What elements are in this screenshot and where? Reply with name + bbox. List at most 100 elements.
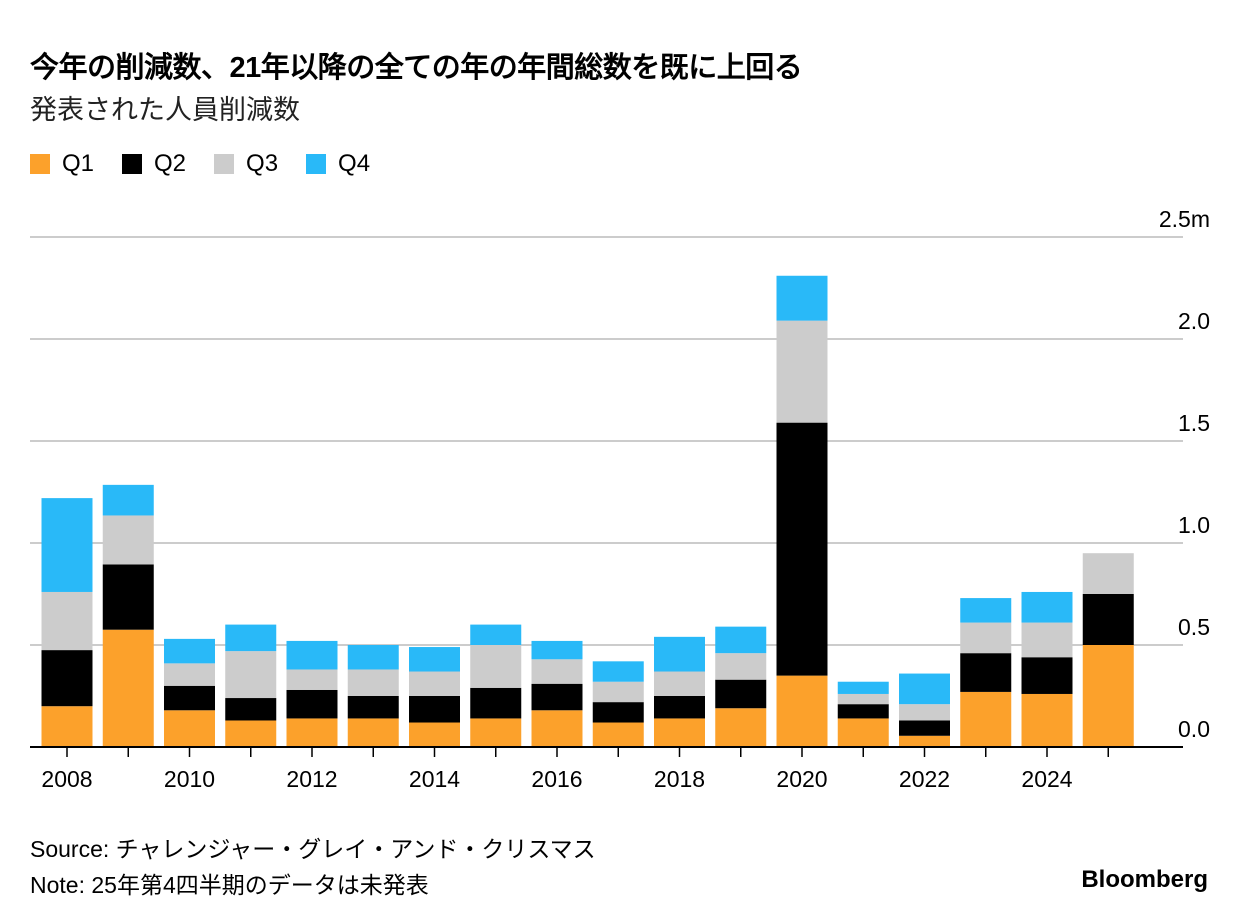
bar-2009-q2 — [102, 564, 154, 630]
bar-2011-q4 — [225, 624, 277, 652]
x-tick-label: 2020 — [776, 766, 827, 792]
legend-label: Q2 — [154, 150, 187, 177]
bar-2024-q1 — [1021, 693, 1073, 747]
legend-label: Q3 — [246, 150, 279, 177]
bar-2020-q3 — [776, 320, 828, 423]
bar-2011-q1 — [225, 720, 277, 747]
x-tick-label: 2008 — [41, 766, 92, 792]
y-tick-label: 2.0 — [1178, 308, 1210, 334]
y-tick-label: 1.0 — [1178, 512, 1210, 538]
bar-2023-q2 — [960, 653, 1012, 692]
x-tick-label: 2010 — [164, 766, 215, 792]
bar-2025-q3 — [1082, 553, 1134, 594]
y-tick-label: 0.0 — [1178, 716, 1210, 742]
bar-2017-q4 — [592, 661, 644, 682]
legend-item-q2: Q2 — [122, 150, 186, 178]
bar-2014-q2 — [409, 696, 460, 723]
legend-item-q1: Q1 — [30, 150, 94, 178]
chart-title: 今年の削減数、21年以降の全ての年の年間総数を既に上回る — [30, 52, 803, 84]
legend-swatch — [214, 154, 235, 174]
bar-2009-q4 — [102, 484, 154, 516]
bar-2018-q1 — [654, 718, 705, 747]
bar-2016-q3 — [531, 659, 583, 684]
bar-2013-q2 — [347, 696, 399, 719]
y-tick-label: 1.5 — [1178, 410, 1210, 436]
bar-2008-q2 — [41, 650, 93, 707]
bar-2019-q1 — [715, 708, 767, 747]
legend-swatch — [122, 154, 143, 174]
bar-2021-q3 — [837, 693, 889, 705]
bar-2016-q1 — [531, 710, 583, 747]
bar-2012-q3 — [286, 669, 338, 690]
bar-2018-q2 — [654, 696, 705, 719]
bar-2022-q4 — [899, 673, 950, 705]
bar-2017-q3 — [592, 681, 644, 703]
source-text: Source: チャレンジャー・グレイ・アンド・クリスマス — [30, 836, 596, 862]
bar-2013-q3 — [347, 669, 399, 696]
bar-2013-q4 — [347, 645, 399, 670]
bloomberg-logo: Bloomberg — [1081, 866, 1208, 893]
bar-2013-q1 — [347, 718, 399, 747]
legend-item-q4: Q4 — [306, 150, 370, 178]
legend: Q1 Q2 Q3 Q4 — [30, 150, 370, 178]
bar-2023-q1 — [960, 691, 1012, 747]
legend-label: Q1 — [62, 150, 95, 177]
bar-2012-q1 — [286, 718, 338, 747]
bar-2015-q2 — [470, 687, 522, 719]
bar-2018-q3 — [654, 671, 705, 696]
bar-2014-q1 — [409, 722, 460, 747]
bar-2020-q4 — [776, 275, 828, 321]
y-tick-label: 2.5m — [1159, 206, 1210, 232]
chart-subtitle: 発表された人員削減数 — [30, 95, 300, 125]
bar-2024-q4 — [1021, 591, 1073, 623]
bar-2022-q1 — [899, 735, 950, 747]
bar-2014-q4 — [409, 647, 460, 672]
bar-2020-q2 — [776, 422, 828, 676]
bar-2010-q1 — [164, 710, 215, 747]
bar-2011-q2 — [225, 698, 277, 721]
bar-2025-q1 — [1082, 645, 1134, 747]
bar-2024-q2 — [1021, 657, 1073, 694]
bar-2014-q3 — [409, 671, 460, 696]
bar-2023-q4 — [960, 598, 1012, 623]
bar-2020-q1 — [776, 675, 828, 747]
bar-2025-q2 — [1082, 594, 1134, 645]
bar-2023-q3 — [960, 622, 1012, 654]
bar-2022-q3 — [899, 704, 950, 721]
bar-2021-q1 — [837, 718, 889, 747]
x-tick-label: 2024 — [1021, 766, 1072, 792]
x-tick-label: 2012 — [286, 766, 337, 792]
bar-2019-q2 — [715, 679, 767, 709]
bar-2021-q2 — [837, 704, 889, 719]
x-tick-label: 2018 — [654, 766, 705, 792]
bar-2024-q3 — [1021, 622, 1073, 658]
x-tick-label: 2022 — [899, 766, 950, 792]
bar-2009-q1 — [102, 629, 154, 747]
bar-2019-q3 — [715, 653, 767, 680]
bar-2008-q1 — [41, 706, 93, 747]
bar-2010-q2 — [164, 685, 215, 711]
legend-item-q3: Q3 — [214, 150, 278, 178]
bar-2019-q4 — [715, 626, 767, 654]
legend-label: Q4 — [338, 150, 371, 177]
bar-2011-q3 — [225, 651, 277, 699]
x-tick-label: 2014 — [409, 766, 460, 792]
bar-2022-q2 — [899, 720, 950, 736]
bar-2012-q4 — [286, 640, 338, 670]
bar-2016-q4 — [531, 640, 583, 660]
bar-2009-q3 — [102, 515, 154, 565]
y-tick-label: 0.5 — [1178, 614, 1210, 640]
bar-2017-q2 — [592, 702, 644, 723]
bar-2015-q4 — [470, 624, 522, 645]
note-text: Note: 25年第4四半期のデータは未発表 — [30, 872, 429, 898]
legend-swatch — [306, 154, 327, 174]
bar-2012-q2 — [286, 689, 338, 719]
bar-2015-q3 — [470, 645, 522, 688]
bar-2021-q4 — [837, 681, 889, 694]
bar-2018-q4 — [654, 636, 705, 672]
bar-2010-q3 — [164, 663, 215, 686]
bar-2008-q3 — [41, 591, 93, 651]
bar-2017-q1 — [592, 722, 644, 747]
